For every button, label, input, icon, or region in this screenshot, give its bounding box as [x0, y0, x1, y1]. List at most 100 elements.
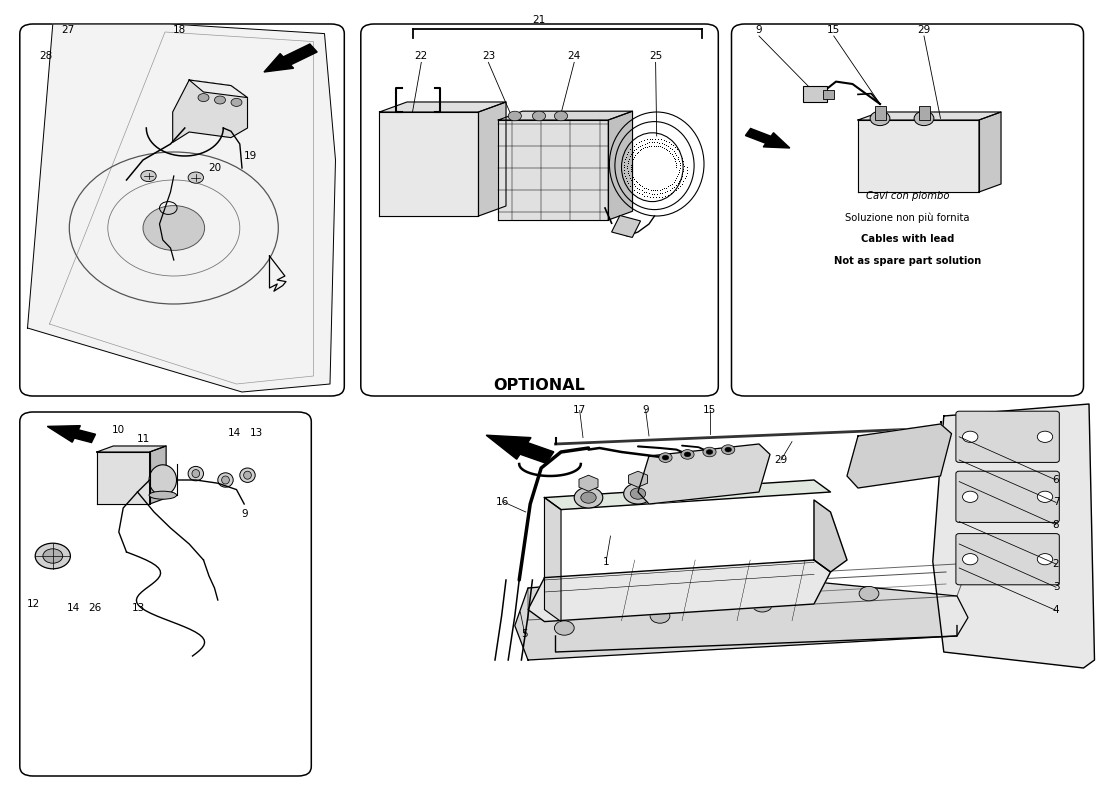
- Circle shape: [554, 111, 568, 121]
- Circle shape: [1037, 554, 1053, 565]
- FancyBboxPatch shape: [732, 24, 1084, 396]
- Polygon shape: [608, 111, 632, 220]
- Polygon shape: [97, 452, 150, 504]
- Polygon shape: [498, 120, 608, 220]
- FancyBboxPatch shape: [956, 411, 1059, 462]
- FancyArrow shape: [746, 129, 790, 148]
- Text: 15: 15: [703, 406, 716, 415]
- Text: 9: 9: [642, 406, 649, 415]
- Polygon shape: [173, 80, 248, 142]
- Circle shape: [650, 609, 670, 623]
- FancyArrow shape: [47, 426, 96, 442]
- Text: 7: 7: [1053, 498, 1059, 507]
- Polygon shape: [379, 112, 478, 216]
- Polygon shape: [544, 498, 561, 622]
- Text: 24: 24: [568, 51, 581, 61]
- Circle shape: [962, 491, 978, 502]
- Circle shape: [231, 98, 242, 106]
- Text: 16: 16: [496, 497, 509, 506]
- Text: eurospares: eurospares: [112, 204, 251, 228]
- Polygon shape: [858, 120, 979, 192]
- Text: 19: 19: [244, 151, 257, 161]
- FancyBboxPatch shape: [956, 471, 1059, 522]
- Ellipse shape: [222, 476, 230, 484]
- Ellipse shape: [240, 468, 255, 482]
- Circle shape: [662, 455, 669, 460]
- Text: 18: 18: [173, 25, 186, 34]
- Text: 26: 26: [88, 603, 101, 613]
- Polygon shape: [150, 446, 166, 504]
- Circle shape: [703, 447, 716, 457]
- Circle shape: [141, 170, 156, 182]
- Circle shape: [914, 111, 934, 126]
- Circle shape: [681, 450, 694, 459]
- FancyArrow shape: [264, 44, 317, 72]
- Text: 11: 11: [136, 434, 150, 444]
- Text: 4: 4: [1053, 606, 1059, 615]
- Circle shape: [198, 94, 209, 102]
- Polygon shape: [814, 500, 847, 572]
- Polygon shape: [498, 111, 632, 120]
- Circle shape: [188, 172, 204, 183]
- Polygon shape: [847, 424, 952, 488]
- Bar: [874, 106, 886, 120]
- Text: Soluzione non più fornita: Soluzione non più fornita: [845, 212, 970, 223]
- Text: 6: 6: [1053, 475, 1059, 485]
- Bar: [612, 215, 640, 238]
- Bar: [803, 86, 827, 102]
- Polygon shape: [28, 24, 335, 392]
- Text: 29: 29: [917, 25, 931, 34]
- Ellipse shape: [188, 466, 204, 481]
- Text: OPTIONAL: OPTIONAL: [493, 378, 585, 393]
- Polygon shape: [979, 112, 1001, 192]
- Text: 22: 22: [415, 51, 428, 61]
- Text: 10: 10: [112, 426, 125, 435]
- Circle shape: [624, 483, 652, 504]
- Ellipse shape: [148, 465, 176, 495]
- Circle shape: [1037, 491, 1053, 502]
- Polygon shape: [544, 480, 830, 510]
- Circle shape: [722, 445, 735, 454]
- Polygon shape: [933, 404, 1094, 668]
- Circle shape: [706, 450, 713, 454]
- Circle shape: [143, 206, 205, 250]
- Text: 5: 5: [521, 629, 528, 638]
- Text: 27: 27: [62, 25, 75, 34]
- Text: 23: 23: [482, 51, 495, 61]
- Circle shape: [859, 586, 879, 601]
- Text: 9: 9: [756, 25, 762, 34]
- Text: Not as spare part solution: Not as spare part solution: [834, 256, 981, 266]
- Polygon shape: [528, 560, 830, 622]
- FancyBboxPatch shape: [20, 412, 311, 776]
- Ellipse shape: [191, 470, 199, 478]
- Text: 3: 3: [1053, 582, 1059, 592]
- Circle shape: [870, 111, 890, 126]
- Text: 9: 9: [241, 509, 248, 518]
- Circle shape: [532, 111, 546, 121]
- Circle shape: [752, 598, 772, 612]
- Text: 8: 8: [1053, 520, 1059, 530]
- FancyArrow shape: [486, 435, 553, 463]
- Bar: [918, 106, 930, 120]
- Text: 20: 20: [208, 163, 221, 173]
- Polygon shape: [515, 572, 968, 660]
- Circle shape: [684, 452, 691, 457]
- Text: 15: 15: [827, 25, 840, 34]
- Text: 14: 14: [67, 603, 80, 613]
- Text: 2: 2: [1053, 559, 1059, 569]
- FancyBboxPatch shape: [956, 534, 1059, 585]
- Text: 1: 1: [603, 557, 609, 566]
- Circle shape: [1037, 431, 1053, 442]
- Text: 29: 29: [774, 455, 788, 465]
- Text: eurospares: eurospares: [492, 204, 630, 228]
- Text: 14: 14: [228, 428, 241, 438]
- Text: 12: 12: [26, 599, 40, 609]
- Circle shape: [659, 453, 672, 462]
- Polygon shape: [97, 446, 166, 452]
- Text: 13: 13: [250, 428, 263, 438]
- Text: 13: 13: [132, 603, 145, 613]
- Text: 17: 17: [573, 406, 586, 415]
- Ellipse shape: [218, 473, 233, 487]
- Text: Cavi con piombo: Cavi con piombo: [866, 191, 949, 201]
- Ellipse shape: [244, 471, 251, 479]
